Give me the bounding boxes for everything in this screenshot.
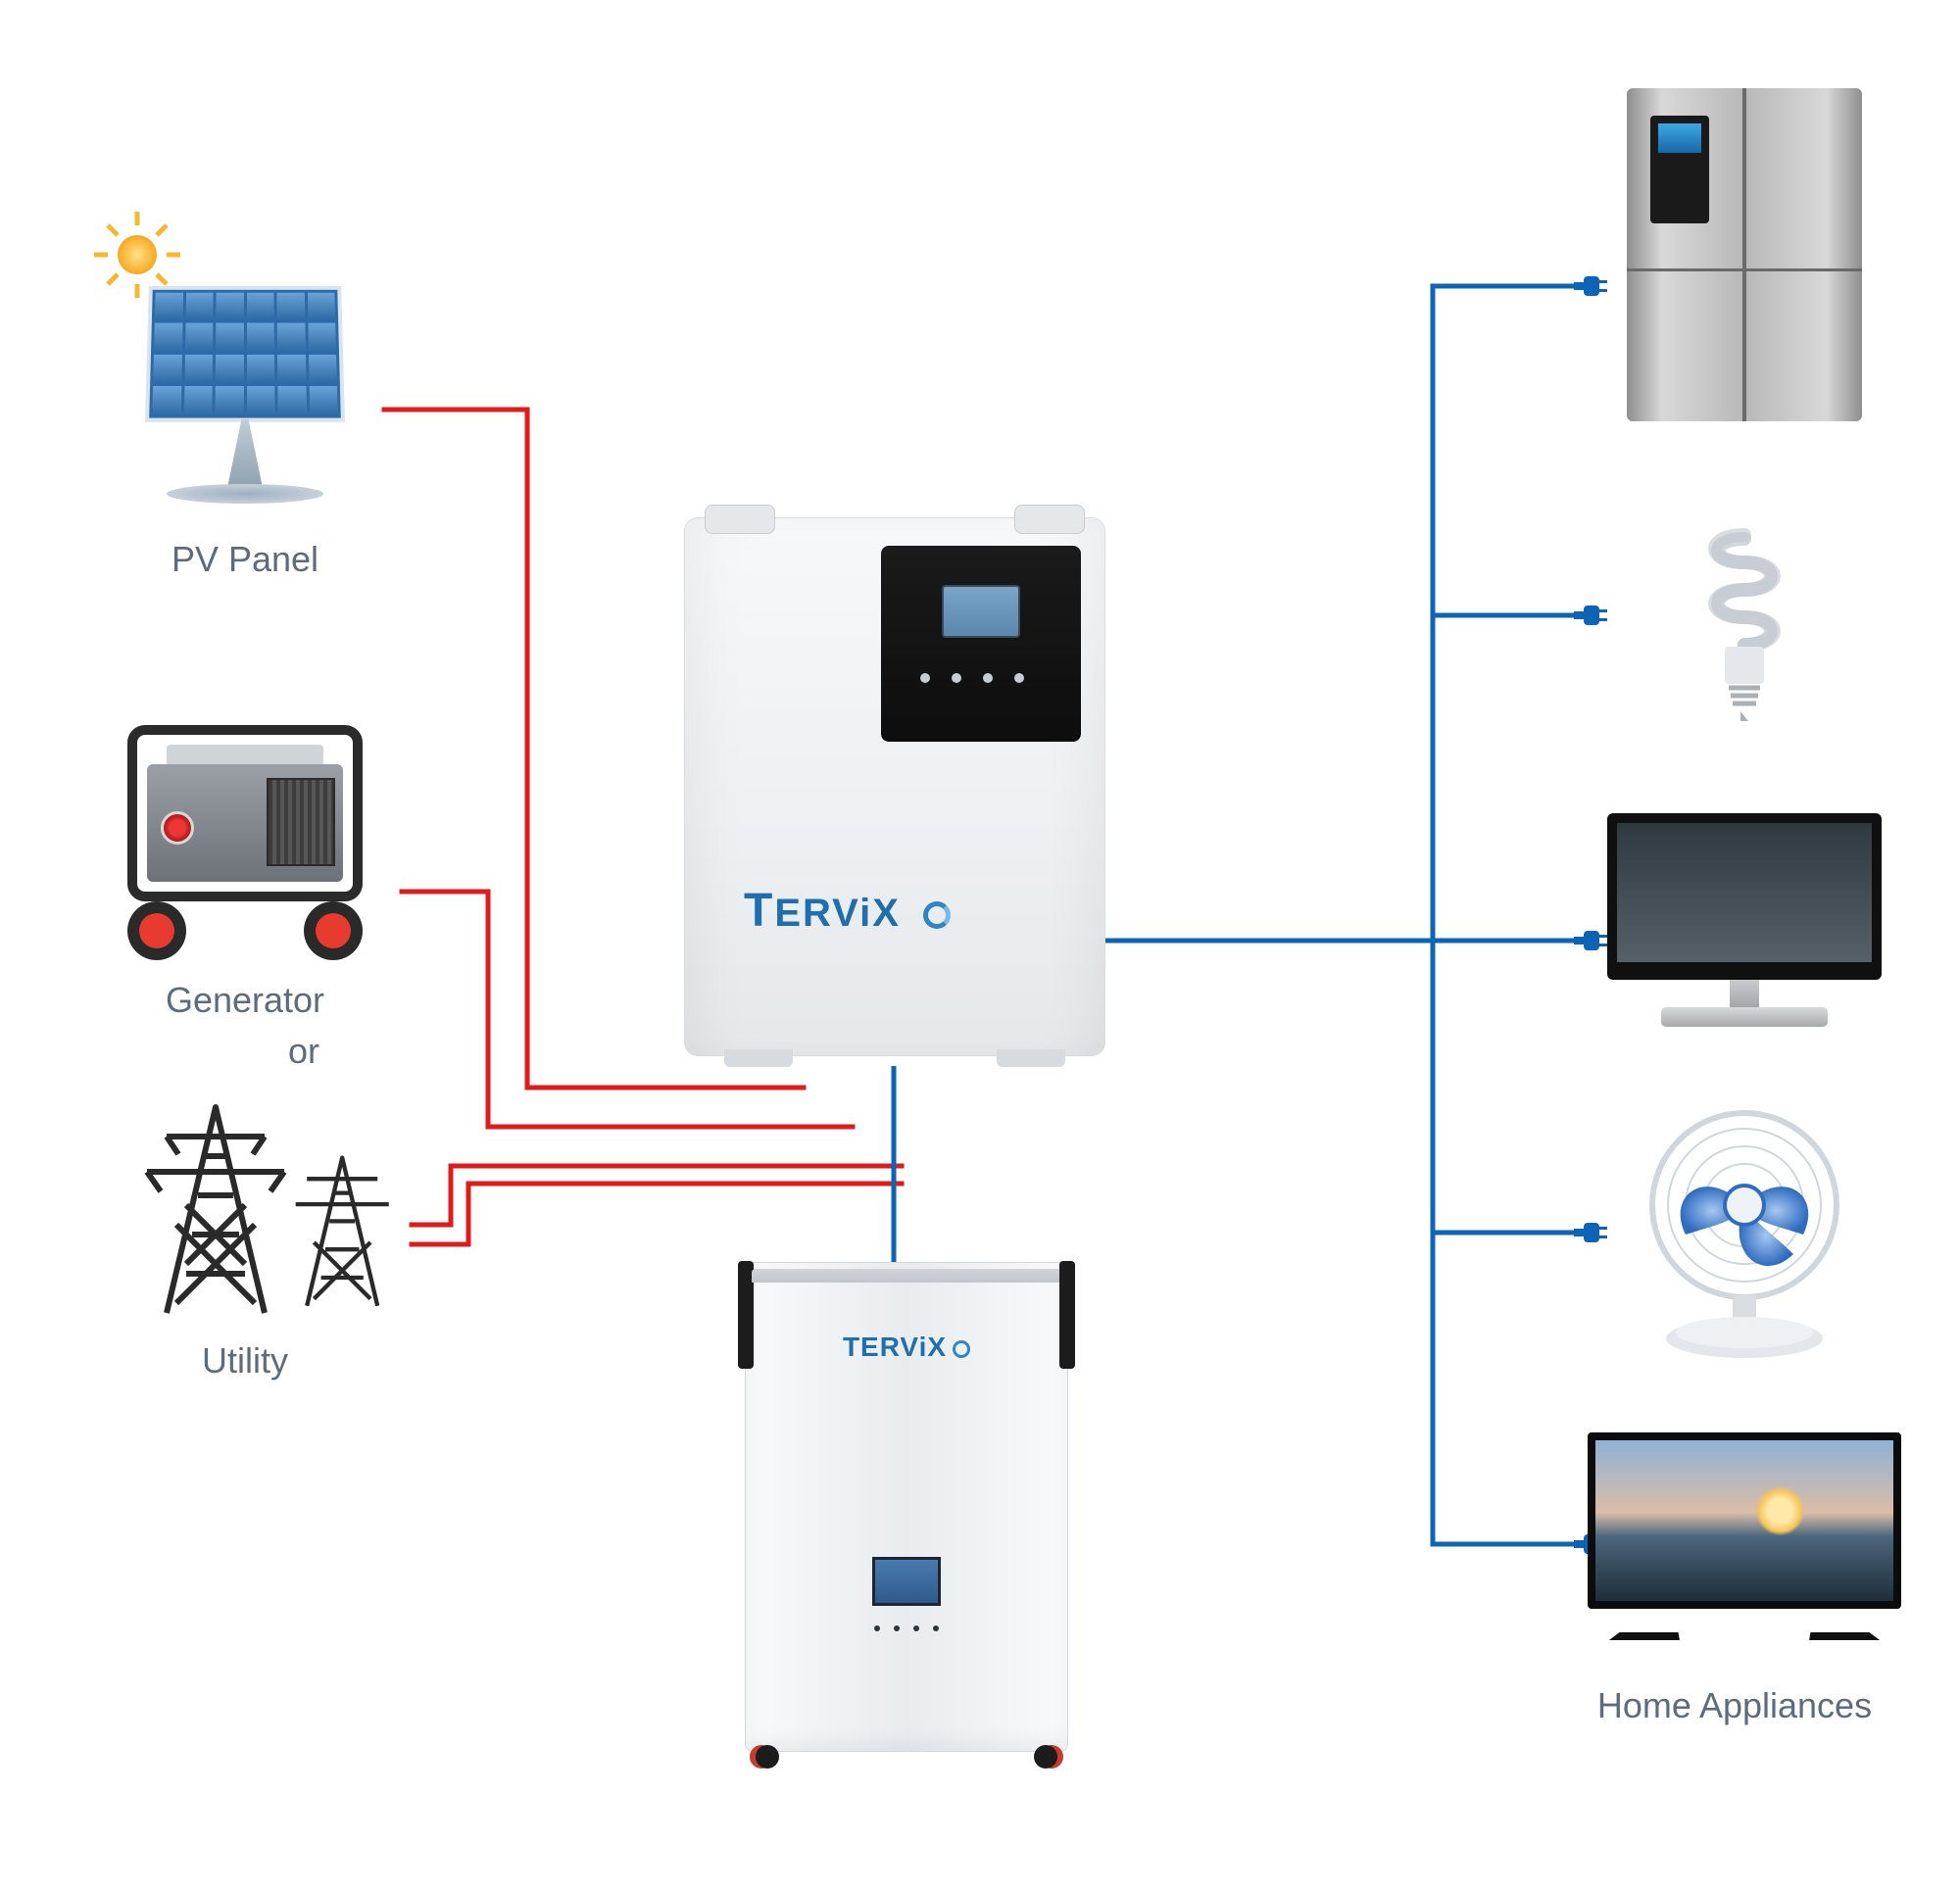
pv-label: PV Panel [118,539,372,580]
or-label: or [245,1031,363,1072]
battery-brand-text: TERViX [843,1332,947,1362]
power-system-diagram: PV Panel Generator or Utility [0,0,1960,1890]
battery-device: TERViX [745,1262,1068,1752]
bulb-icon [1686,519,1803,725]
generator-icon [108,705,382,950]
fan-icon [1627,1107,1862,1362]
solar-panel-icon [145,286,345,422]
plug-icon [1574,602,1607,629]
inverter-device: TERViX [684,517,1105,1056]
battery-brand-logo: TERViX [746,1332,1067,1363]
utility-icon [108,1078,402,1333]
appliances-label: Home Appliances [1529,1685,1940,1726]
inverter-display-panel [881,546,1081,742]
fridge-icon [1627,88,1862,421]
plug-icon [1574,927,1607,954]
plug-icon [1574,272,1607,300]
utility-label: Utility [137,1340,353,1381]
battery-lcd-icon [872,1557,941,1606]
tv-icon [1588,1432,1901,1638]
lcd-icon [942,585,1020,638]
plug-icon [1574,1219,1607,1246]
monitor-icon [1607,813,1882,1048]
brand-logo: TERViX [744,884,951,938]
pv-panel-icon [108,245,372,519]
generator-label: Generator [118,980,372,1021]
